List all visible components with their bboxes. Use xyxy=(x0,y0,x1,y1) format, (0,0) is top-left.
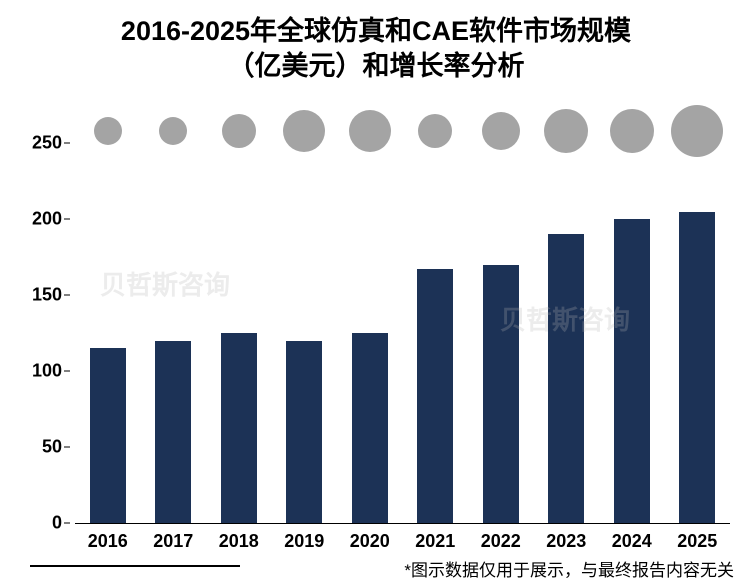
bubble-marker xyxy=(283,110,325,152)
y-tick-mark xyxy=(64,447,70,448)
bubble-marker xyxy=(222,114,256,148)
y-tick-mark xyxy=(64,523,70,524)
y-tick-label: 200 xyxy=(2,209,62,230)
x-tick-label: 2018 xyxy=(219,531,259,552)
x-axis-line xyxy=(75,523,730,524)
x-tick-label: 2016 xyxy=(88,531,128,552)
y-tick-label: 0 xyxy=(2,513,62,534)
bubble-marker xyxy=(610,109,654,153)
x-tick-label: 2017 xyxy=(153,531,193,552)
bar xyxy=(483,265,519,523)
bar xyxy=(614,219,650,523)
bar xyxy=(155,341,191,523)
chart-title: 2016-2025年全球仿真和CAE软件市场规模 （亿美元）和增长率分析 xyxy=(0,0,752,84)
chart-title-line2: （亿美元）和增长率分析 xyxy=(0,49,752,84)
y-tick-mark xyxy=(64,295,70,296)
footer-divider xyxy=(30,565,240,567)
bar xyxy=(417,269,453,523)
y-tick-mark xyxy=(64,371,70,372)
y-tick-label: 100 xyxy=(2,361,62,382)
y-axis: 050100150200250 xyxy=(0,128,70,523)
bubble-marker xyxy=(671,105,723,157)
plot-area xyxy=(75,128,730,523)
bar xyxy=(679,212,715,523)
x-tick-label: 2023 xyxy=(546,531,586,552)
bar xyxy=(352,333,388,523)
bubble-marker xyxy=(349,110,391,152)
chart-title-line1: 2016-2025年全球仿真和CAE软件市场规模 xyxy=(0,14,752,49)
x-tick-label: 2019 xyxy=(284,531,324,552)
bar xyxy=(548,234,584,523)
bar xyxy=(286,341,322,523)
bubble-marker xyxy=(159,117,187,145)
bubble-marker xyxy=(544,109,588,153)
x-tick-label: 2020 xyxy=(350,531,390,552)
bubble-marker xyxy=(482,112,520,150)
x-tick-label: 2021 xyxy=(415,531,455,552)
bubble-marker xyxy=(418,114,452,148)
y-tick-mark xyxy=(64,143,70,144)
y-tick-mark xyxy=(64,219,70,220)
bubble-marker xyxy=(94,117,122,145)
x-tick-label: 2022 xyxy=(481,531,521,552)
y-tick-label: 150 xyxy=(2,285,62,306)
footnote-text: *图示数据仅用于展示，与最终报告内容无关 xyxy=(404,556,734,581)
bar xyxy=(90,348,126,523)
y-tick-label: 250 xyxy=(2,133,62,154)
y-tick-label: 50 xyxy=(2,437,62,458)
chart-container: 2016-2025年全球仿真和CAE软件市场规模 （亿美元）和增长率分析 0 50… xyxy=(0,0,752,582)
x-tick-label: 2025 xyxy=(677,531,717,552)
x-tick-label: 2024 xyxy=(612,531,652,552)
bar xyxy=(221,333,257,523)
